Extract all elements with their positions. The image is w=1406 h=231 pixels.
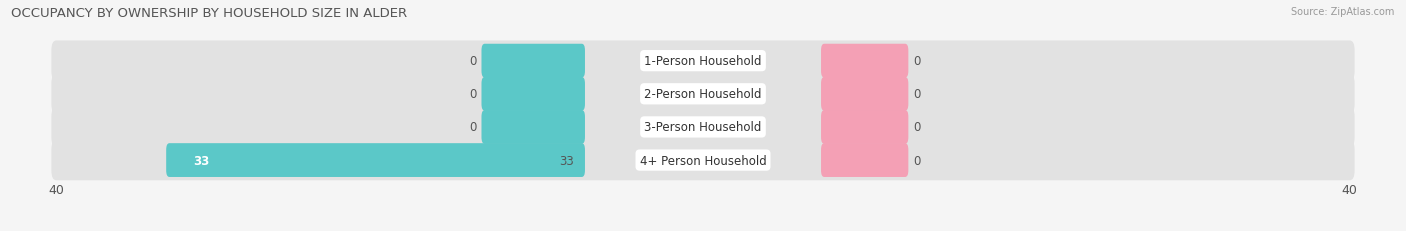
FancyBboxPatch shape [166,143,585,177]
Text: 33: 33 [560,154,574,167]
Text: 3-Person Household: 3-Person Household [644,121,762,134]
FancyBboxPatch shape [52,107,1354,148]
Text: 0: 0 [470,88,477,101]
Text: 0: 0 [470,121,477,134]
FancyBboxPatch shape [52,41,1354,82]
Text: 1-Person Household: 1-Person Household [644,55,762,68]
FancyBboxPatch shape [821,78,908,111]
FancyBboxPatch shape [481,78,585,111]
Text: 0: 0 [914,121,921,134]
FancyBboxPatch shape [52,140,1354,180]
Text: OCCUPANCY BY OWNERSHIP BY HOUSEHOLD SIZE IN ALDER: OCCUPANCY BY OWNERSHIP BY HOUSEHOLD SIZE… [11,7,408,20]
FancyBboxPatch shape [821,111,908,144]
Text: 33: 33 [194,154,209,167]
Text: 0: 0 [470,55,477,68]
FancyBboxPatch shape [481,45,585,78]
Text: 2-Person Household: 2-Person Household [644,88,762,101]
Text: 0: 0 [914,55,921,68]
FancyBboxPatch shape [821,45,908,78]
Text: 0: 0 [914,154,921,167]
FancyBboxPatch shape [481,111,585,144]
Text: 4+ Person Household: 4+ Person Household [640,154,766,167]
Text: 0: 0 [914,88,921,101]
FancyBboxPatch shape [821,143,908,177]
FancyBboxPatch shape [52,74,1354,115]
Text: Source: ZipAtlas.com: Source: ZipAtlas.com [1291,7,1395,17]
